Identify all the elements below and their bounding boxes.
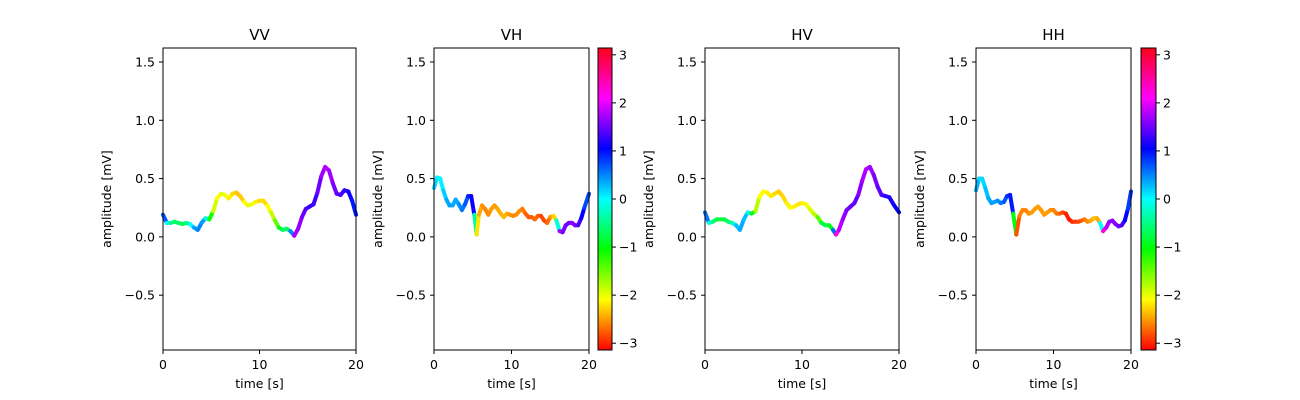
colorbar-tick-label: 1 — [619, 143, 627, 158]
series-segment — [1122, 206, 1130, 223]
colorbar-tick-label: −2 — [619, 288, 637, 303]
x-tick-label: 20 — [891, 357, 907, 372]
colorbar-tick-label: 2 — [1163, 95, 1171, 110]
series-segment — [753, 195, 762, 214]
axes-frame — [975, 47, 1132, 351]
x-axis-label: time [s] — [487, 376, 535, 391]
colorbar-tick-label: 3 — [619, 47, 627, 62]
subplot-vv: 0 10 20 −0.5 0.0 0.5 1.0 1.5 VV time [s] amplitude… — [99, 26, 364, 391]
series-segment — [1125, 189, 1133, 211]
colorbar-tick-label: 0 — [1163, 192, 1171, 207]
y-tick-label: 0.5 — [135, 171, 155, 186]
x-tick-label: 10 — [252, 357, 268, 372]
series-segment — [1008, 192, 1016, 216]
y-tick-label: 1.5 — [406, 54, 426, 69]
colorbar-tick-label: −1 — [1163, 240, 1181, 255]
colorbar-tick-label: 3 — [1163, 47, 1171, 62]
axes-frame — [704, 47, 900, 351]
colorbar-tick-label: 0 — [619, 192, 627, 207]
subplot-title: VV — [249, 26, 270, 44]
y-tick-label: 0.5 — [948, 171, 968, 186]
series-segment — [311, 190, 320, 207]
x-tick-label: 20 — [581, 357, 597, 372]
colorbar-tick-label: −2 — [1163, 288, 1181, 303]
y-tick-label: −0.5 — [667, 288, 697, 303]
y-tick-label: 1.0 — [135, 113, 155, 128]
y-tick-label: −0.5 — [125, 288, 155, 303]
y-tick-label: 1.0 — [677, 113, 697, 128]
y-axis-label: amplitude [mV] — [641, 150, 656, 248]
series-segment — [974, 176, 982, 193]
y-tick-label: −0.5 — [938, 288, 968, 303]
subplot-title: HH — [1042, 26, 1065, 44]
x-tick-label: 20 — [1123, 357, 1139, 372]
series-segment — [469, 194, 477, 217]
y-tick-label: 0.5 — [406, 171, 426, 186]
x-axis-label: time [s] — [235, 376, 283, 391]
series-segment — [1014, 213, 1022, 237]
y-axis-label: amplitude [mV] — [370, 150, 385, 248]
series-segment — [860, 167, 869, 183]
series-segment — [474, 212, 481, 237]
colorbar-tick-label: −3 — [1163, 336, 1181, 351]
y-tick-label: 1.0 — [406, 113, 426, 128]
subplot-hv: 0 10 20 −0.5 0.0 0.5 1.0 1.5 HV time [s] amplitude… — [641, 26, 907, 391]
series-segment — [892, 203, 901, 215]
x-tick-label: 0 — [430, 357, 438, 372]
colorbar-tick-label: −1 — [619, 240, 637, 255]
y-tick-label: 0.0 — [948, 229, 968, 244]
x-tick-label: 10 — [504, 357, 520, 372]
x-tick-label: 0 — [159, 357, 167, 372]
subplot-title: VH — [501, 26, 523, 44]
y-tick-label: 1.0 — [948, 113, 968, 128]
colorbar — [597, 47, 613, 351]
x-tick-label: 20 — [348, 357, 364, 372]
colorbar-tick-label: 2 — [619, 95, 627, 110]
series-segment — [350, 198, 358, 217]
subplot-title: HV — [791, 26, 813, 44]
x-axis-label: time [s] — [778, 376, 826, 391]
y-tick-label: 0.0 — [135, 229, 155, 244]
y-tick-label: 1.5 — [135, 54, 155, 69]
series-segment — [438, 176, 446, 193]
series-segment — [211, 196, 220, 214]
y-tick-label: 0.0 — [677, 229, 697, 244]
colorbar-tick-label: −3 — [619, 336, 637, 351]
y-axis-label: amplitude [mV] — [912, 150, 927, 248]
y-tick-label: −0.5 — [396, 288, 426, 303]
series-segment — [326, 168, 335, 186]
colorbar — [1140, 47, 1157, 351]
colorbar-tick-label: 1 — [1163, 143, 1171, 158]
series-segment — [871, 173, 880, 189]
series-segment — [856, 178, 865, 197]
y-tick-label: 0.0 — [406, 229, 426, 244]
x-axis-label: time [s] — [1029, 376, 1077, 391]
series-segment — [296, 215, 304, 231]
series-segment — [315, 174, 324, 195]
x-tick-label: 0 — [701, 357, 709, 372]
x-tick-label: 0 — [972, 357, 980, 372]
series-segment — [582, 191, 591, 210]
y-tick-label: 1.5 — [677, 54, 697, 69]
y-tick-label: 1.5 — [948, 54, 968, 69]
y-axis-label: amplitude [mV] — [99, 150, 114, 248]
x-tick-label: 10 — [1046, 357, 1062, 372]
x-tick-label: 10 — [794, 357, 810, 372]
y-tick-label: 0.5 — [677, 171, 697, 186]
